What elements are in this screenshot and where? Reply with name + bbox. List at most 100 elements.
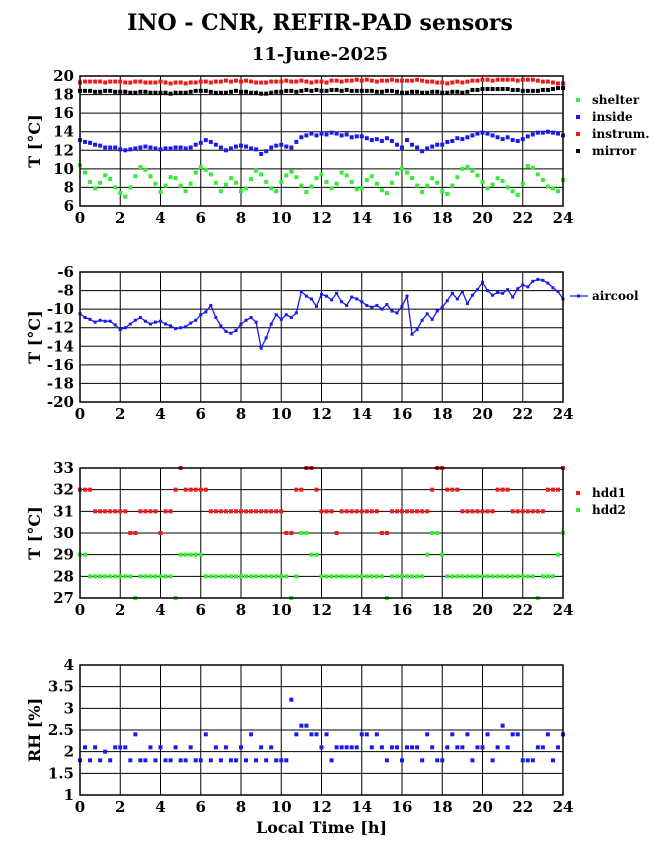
data-point-shelter (83, 170, 88, 175)
data-point-hdd2 (274, 574, 279, 579)
data-point-instrum (435, 80, 440, 85)
data-point-hdd1 (540, 509, 545, 514)
data-point-rh (329, 758, 334, 763)
data-point-rh (133, 732, 138, 737)
data-point-instrum (334, 78, 339, 83)
x-tick-label: 18 (432, 209, 453, 227)
data-point-rh (359, 732, 364, 737)
y-axis-label: RH [%] (25, 698, 44, 762)
data-point-shelter (505, 185, 510, 190)
y-tick-label: 10 (53, 160, 74, 178)
x-tick-label: 18 (432, 601, 453, 619)
data-point-rh (420, 758, 425, 763)
data-point-mirror (430, 89, 435, 94)
data-point-shelter (450, 183, 455, 188)
data-point-mirror (425, 90, 430, 95)
data-point-hdd1 (510, 509, 515, 514)
data-point-inside (465, 135, 470, 140)
data-point-mirror (208, 89, 213, 94)
data-point-aircool (360, 300, 364, 304)
data-point-inside (460, 137, 465, 142)
data-point-mirror (374, 89, 379, 94)
data-point-hdd2 (314, 552, 319, 557)
data-point-aircool (83, 316, 87, 319)
data-point-rh (540, 745, 545, 750)
x-axis-label: Local Time [h] (256, 818, 387, 837)
data-point-instrum (128, 80, 133, 85)
data-point-aircool (133, 318, 137, 322)
data-point-inside (540, 130, 545, 135)
data-point-mirror (309, 88, 314, 93)
data-point-hdd1 (364, 509, 369, 514)
data-point-hdd2 (168, 574, 173, 579)
data-point-aircool (189, 321, 193, 325)
data-point-aircool (556, 290, 560, 293)
chart-title: INO - CNR, REFIR-PAD sensors (127, 10, 513, 36)
data-point-rh (113, 745, 118, 750)
x-tick-label: 4 (155, 405, 165, 423)
x-tick-label: 24 (553, 601, 574, 619)
data-point-shelter (309, 184, 314, 189)
data-point-rh (450, 732, 455, 737)
data-point-shelter (113, 185, 118, 190)
data-point-aircool (536, 277, 540, 281)
data-point-rh (93, 745, 98, 750)
data-point-aircool (244, 318, 248, 322)
data-point-hdd1 (188, 487, 193, 492)
data-point-shelter (384, 191, 389, 195)
x-tick-label: 16 (392, 601, 413, 619)
x-tick-label: 10 (271, 209, 292, 227)
data-point-rh (98, 758, 103, 763)
data-point-shelter (415, 183, 420, 188)
data-point-hdd2 (410, 574, 415, 579)
x-tick-label: 8 (236, 405, 246, 423)
data-point-hdd1 (83, 487, 88, 492)
data-point-rh (500, 723, 505, 728)
data-point-inside (515, 139, 520, 143)
data-point-shelter (359, 186, 364, 191)
data-point-mirror (440, 90, 445, 95)
x-tick-label: 12 (311, 405, 332, 423)
data-point-hdd1 (218, 509, 223, 514)
data-point-hdd2 (545, 574, 550, 579)
legend-label-instrum: instrum. (592, 127, 650, 141)
data-point-aircool (385, 303, 389, 306)
data-point-hdd1 (460, 509, 465, 514)
data-point-mirror (400, 90, 404, 95)
data-point-aircool (491, 293, 495, 297)
data-point-rh (294, 732, 299, 737)
data-point-hdd1 (319, 509, 324, 514)
data-point-mirror (435, 89, 440, 94)
x-tick-label: 22 (512, 601, 533, 619)
data-point-shelter (369, 174, 374, 179)
data-point-shelter (103, 173, 108, 178)
x-tick-label: 20 (472, 601, 493, 619)
data-point-aircool (143, 319, 147, 323)
data-point-shelter (344, 173, 349, 178)
data-point-hdd2 (405, 574, 410, 579)
data-point-instrum (490, 78, 495, 83)
x-tick-label: 4 (155, 601, 165, 619)
data-point-instrum (510, 77, 515, 82)
data-point-rh (389, 745, 394, 750)
y-tick-label: -6 (57, 263, 74, 281)
data-point-hdd2 (108, 574, 113, 579)
x-tick-label: 0 (75, 798, 85, 816)
data-point-shelter (440, 189, 445, 194)
data-point-shelter (108, 177, 113, 182)
data-point-hdd2 (470, 574, 475, 579)
data-point-hdd1 (198, 487, 203, 492)
data-point-hdd1 (490, 509, 495, 514)
data-point-shelter (128, 185, 133, 190)
data-point-hdd2 (294, 574, 299, 579)
data-point-inside (384, 136, 389, 141)
data-point-hdd1 (525, 509, 530, 514)
data-point-mirror (279, 89, 284, 94)
data-point-shelter (319, 172, 324, 177)
data-point-rh (374, 732, 379, 737)
data-point-hdd1 (515, 509, 520, 514)
data-point-instrum (264, 80, 269, 85)
data-point-instrum (188, 80, 193, 85)
data-point-mirror (83, 88, 88, 93)
data-point-hdd2 (400, 574, 404, 579)
